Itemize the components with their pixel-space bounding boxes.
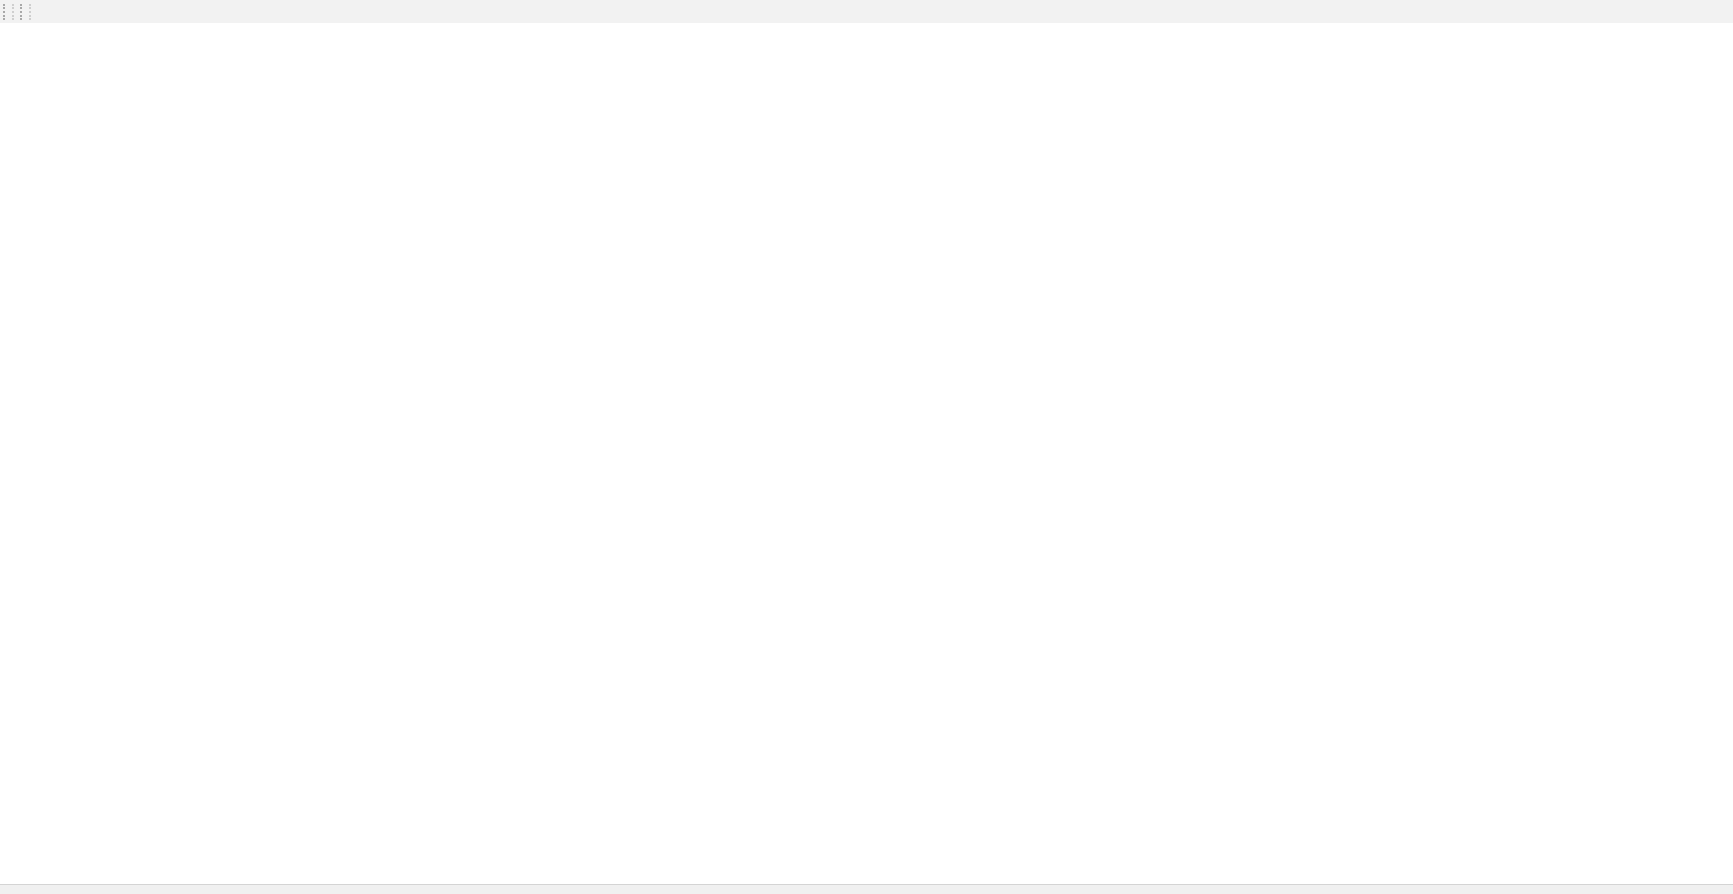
chart-canvas	[0, 23, 1733, 894]
chart-plot[interactable]	[0, 23, 1733, 894]
macd-label	[9, 615, 15, 627]
toolbar	[0, 0, 1733, 24]
toolbar-grip[interactable]	[3, 3, 14, 20]
window-bottom-strip	[0, 884, 1733, 894]
rsi-label	[9, 746, 15, 758]
toolbar-grip-2[interactable]	[20, 3, 31, 20]
symbol-title[interactable]	[8, 27, 18, 39]
